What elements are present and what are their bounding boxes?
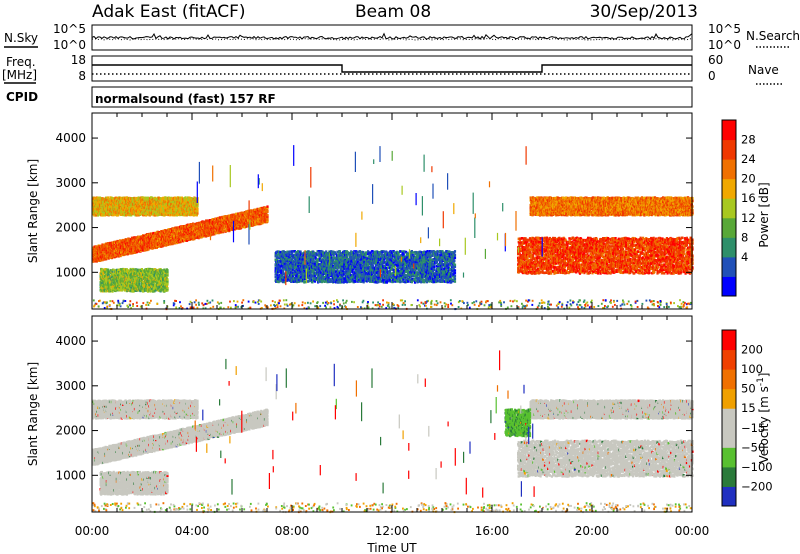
beam-title: Beam 08 <box>355 2 431 22</box>
station-title: Adak East (fitACF) <box>92 2 246 22</box>
noise-left-tick-bottom: 10^0 <box>53 38 86 52</box>
date-title: 30/Sep/2013 <box>590 2 698 22</box>
cpid-label: CPID <box>6 90 38 104</box>
figure: Adak East (fitACF) Beam 08 30/Sep/2013 N… <box>0 0 800 554</box>
freq-label-1: Freq. <box>6 55 36 69</box>
echo-cell <box>101 268 103 271</box>
echo-cell <box>196 210 198 213</box>
nave-tick-top: 60 <box>708 53 723 67</box>
power-echoes <box>92 145 694 310</box>
noise-left-tick-top: 10^5 <box>53 22 86 36</box>
nave-tick-bottom: 0 <box>708 69 716 83</box>
noise-search-label: N.Search <box>746 29 800 43</box>
echo-cell <box>196 208 198 211</box>
echo-cell <box>266 205 268 208</box>
nave-label: Nave <box>748 63 779 77</box>
echo-cell <box>266 209 268 212</box>
echo-cell <box>196 212 198 215</box>
frequency-panel: Freq. [MHz] 18 8 60 0 Nave <box>2 53 784 84</box>
freq-tick-top: 18 <box>71 53 86 67</box>
freq-tick-bottom: 8 <box>78 69 86 83</box>
freq-label-2: [MHz] <box>2 68 37 82</box>
noise-panel: N.Sky 10^5 10^0 10^5 10^0 N.Search <box>4 22 800 52</box>
noise-sky-label: N.Sky <box>4 31 38 45</box>
noise-sky-line <box>92 34 692 39</box>
noise-right-tick-top: 10^5 <box>708 22 741 36</box>
noise-right-tick-bottom: 10^0 <box>708 38 741 52</box>
echo-cell <box>266 214 268 217</box>
frequency-line <box>92 65 692 72</box>
cpid-row: CPID normalsound (fast) 157 RF <box>6 87 692 107</box>
cpid-value: normalsound (fast) 157 RF <box>95 92 276 106</box>
